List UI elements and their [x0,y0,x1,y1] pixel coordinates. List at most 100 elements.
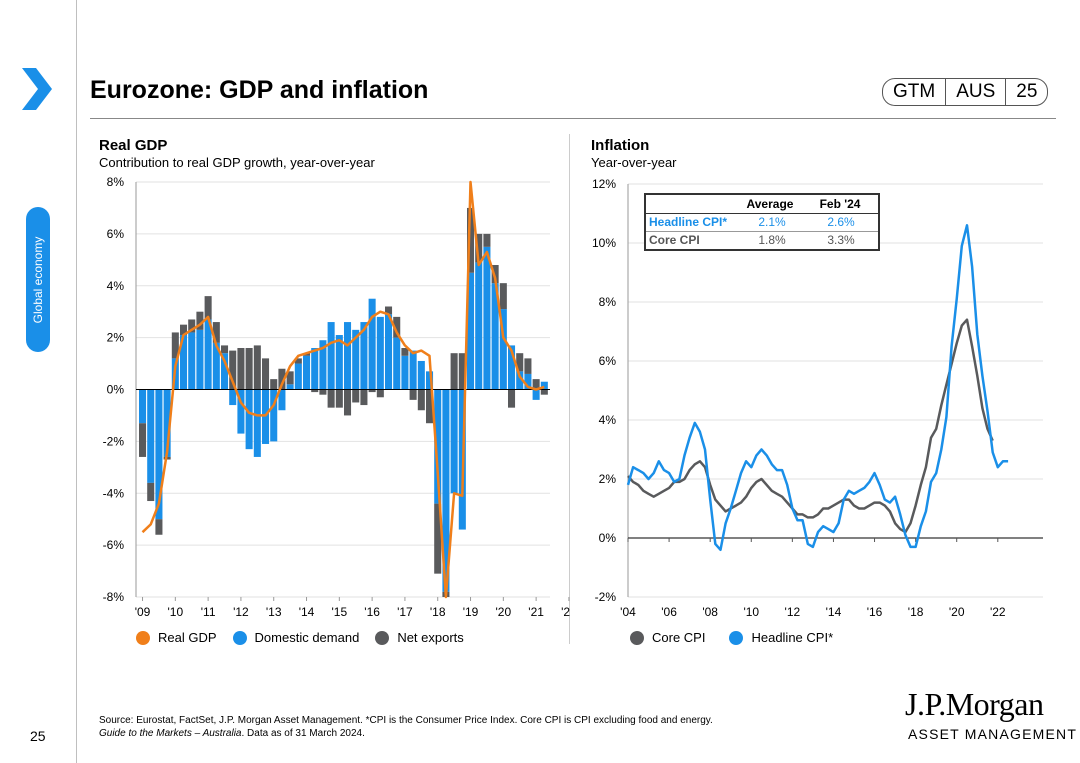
table-row-label: Headline CPI* [649,215,728,229]
domestic-demand-bar [221,353,229,390]
headline-cpi-line [626,224,1009,552]
domestic-demand-bar [508,345,516,390]
domestic-demand-bar [253,389,261,457]
domestic-demand-bar [335,335,343,390]
net-exports-bar [204,296,212,320]
net-exports-bar [196,311,204,330]
x-tick-label: '20 [949,605,965,619]
section-tab[interactable]: Global economy [26,207,50,352]
net-exports-bar [221,345,229,354]
net-exports-bar [262,358,270,390]
net-exports-bar [212,322,220,343]
net-exports-bar [155,519,163,535]
net-exports-bar [508,389,516,408]
y-tick-label: 6% [599,354,617,368]
y-tick-label: 8% [107,175,125,189]
x-tick-label: '17 [397,605,413,619]
net-exports-bar [270,379,278,390]
legend-label: Headline CPI* [751,630,834,645]
net-exports-bar [286,371,294,385]
badge-page: 25 [1005,79,1047,105]
legend-swatch [729,630,744,645]
domestic-demand-bar [294,363,302,390]
domestic-demand-bar [262,389,270,444]
inflation-chart: 12% 10% 8% 6% 4% 2% 0% -2%'04 '06 '08 '10 '12 '14 '16… [592,177,1043,619]
domestic-demand-bar [303,355,311,390]
net-exports-bar [253,345,261,390]
domestic-demand-bar [163,389,171,457]
table-header-average: Average [746,197,794,211]
net-exports-bar [229,350,237,390]
domestic-demand-bar [311,348,319,390]
domestic-demand-bar [245,389,253,450]
table-cell: 3.3% [827,233,855,247]
inflation-legend: Core CPI Headline CPI* [630,630,849,645]
net-exports-bar [475,233,483,263]
domestic-demand-bar [475,262,483,390]
guide-title: Guide to the Markets – Australia [99,728,242,739]
table-row-label: Core CPI [649,233,700,247]
gdp-panel-subtitle: Contribution to real GDP growth, year-ov… [99,155,375,170]
core-cpi-line [627,318,994,534]
gdp-legend: Real GDP Domestic demand Net exports [136,630,480,645]
y-tick-label: 8% [599,295,617,309]
domestic-demand-bar [180,335,188,390]
domestic-demand-bar [385,314,393,390]
inflation-stats-table: Average Feb '24 Headline CPI* 2.1% 2.6% … [644,193,880,251]
net-exports-bar [278,368,286,390]
sidebar-rule [76,0,77,763]
x-tick-label: '20 [496,605,512,619]
page-title: Eurozone: GDP and inflation [90,76,429,104]
legend-item: Core CPI [630,630,705,645]
domestic-demand-bar [417,360,425,390]
net-exports-bar [401,348,409,356]
x-tick-label: '11 [201,605,216,619]
domestic-demand-bar [147,389,155,483]
net-exports-bar [393,316,401,338]
asset-management-logo: ASSET MANAGEMENT [908,726,1078,742]
legend-label: Core CPI [652,630,706,645]
source-text: Source: Eurostat, FactSet, J.P. Morgan A… [99,715,713,726]
net-exports-bar [245,348,253,390]
x-tick-label: '04 [620,605,636,619]
domestic-demand-bar [467,272,475,390]
domestic-demand-bar [212,342,220,390]
y-tick-label: -2% [595,590,617,604]
x-tick-label: '08 [702,605,718,619]
y-tick-label: 2% [107,331,125,345]
legend-swatch [630,630,644,645]
domestic-demand-bar [426,371,434,390]
net-exports-bar [180,324,188,336]
domestic-demand-bar [540,381,548,390]
net-exports-bar [376,389,384,398]
net-exports-bar [467,207,475,273]
domestic-demand-bar [327,322,335,390]
table-cell: 1.8% [758,233,786,247]
x-tick-label: '10 [168,605,184,619]
net-exports-bar [360,389,368,406]
x-tick-label: '21 [528,605,544,619]
inflation-panel-subtitle: Year-over-year [591,155,677,170]
domestic-demand-bar [401,355,409,390]
net-exports-bar [426,389,434,424]
legend-swatch [232,630,247,645]
domestic-demand-bar [442,389,450,592]
badge-region: AUS [945,79,1005,105]
domestic-demand-bar [524,373,532,390]
y-tick-label: 12% [592,177,616,191]
domestic-demand-bar [434,389,442,504]
net-exports-bar [139,423,147,457]
net-exports-bar [450,353,458,390]
y-tick-label: 4% [107,279,125,293]
domestic-demand-bar [409,350,417,390]
net-exports-bar [171,332,179,359]
y-tick-label: 10% [592,236,616,250]
legend-item: Domestic demand [232,630,359,645]
x-tick-label: '12 [785,605,801,619]
domestic-demand-bar [483,246,491,390]
legend-item: Net exports [375,630,464,645]
net-exports-bar [524,358,532,374]
x-tick-label: '14 [826,605,842,619]
y-tick-label: -2% [103,434,125,448]
net-exports-bar [532,379,540,390]
